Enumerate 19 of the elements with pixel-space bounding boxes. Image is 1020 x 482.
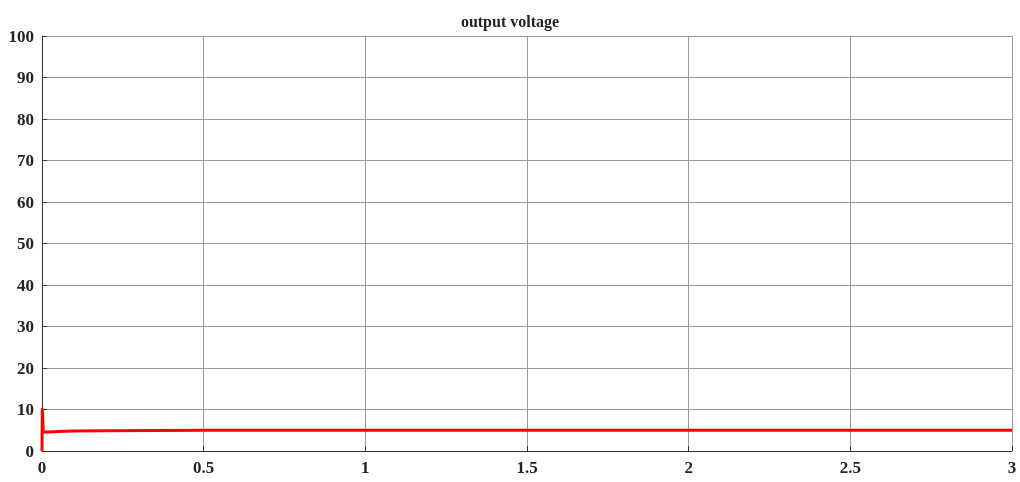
x-tick-label: 0.5 <box>193 458 215 477</box>
y-tick-label: 20 <box>17 358 34 378</box>
y-tick-label: 100 <box>8 26 34 46</box>
x-tick-label: 2.5 <box>839 458 861 477</box>
y-tick-label: 90 <box>17 68 34 87</box>
y-tick-label: 80 <box>17 109 34 129</box>
x-tick-label: 3 <box>1007 458 1017 477</box>
x-tick-label: 1 <box>361 458 370 477</box>
y-tick-label: 70 <box>17 151 34 170</box>
y-tick-label: 10 <box>17 400 34 419</box>
chart-title: output voltage <box>460 12 560 31</box>
x-tick-label: 2 <box>684 458 693 477</box>
x-tick-label: 1.5 <box>516 458 538 477</box>
y-tick-label: 0 <box>25 441 34 461</box>
y-tick-label: 50 <box>17 234 34 253</box>
y-tick-label: 30 <box>17 317 34 336</box>
y-tick-label: 60 <box>17 192 34 212</box>
y-tick-label: 40 <box>17 275 34 295</box>
x-tick-label: 0 <box>37 458 47 477</box>
